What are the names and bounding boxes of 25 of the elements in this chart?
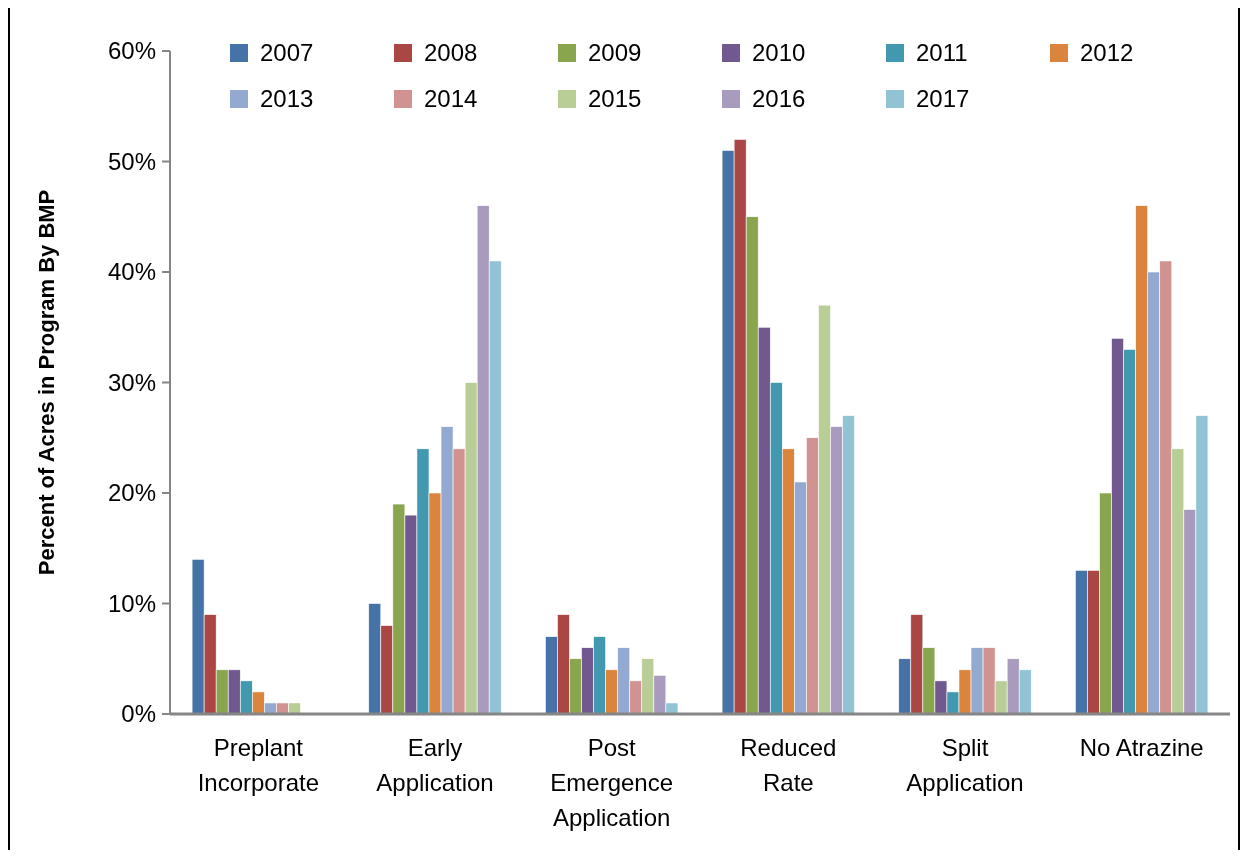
legend-label: 2012 <box>1080 39 1134 67</box>
x-tick-label: Split Application <box>906 734 1024 796</box>
x-tick-label: Early Application <box>376 734 494 796</box>
x-tick-label: Reduced Rate <box>740 734 837 796</box>
legend-label: 2013 <box>260 85 314 113</box>
legend-label: 2014 <box>424 85 478 113</box>
legend-label: 2015 <box>588 85 642 113</box>
y-tick-label: 30% <box>107 368 156 396</box>
legend-label: 2008 <box>424 39 478 67</box>
y-tick-label: 50% <box>107 147 156 175</box>
y-tick-label: 10% <box>107 589 156 617</box>
y-tick-label: 40% <box>107 258 156 286</box>
legend-label: 2011 <box>916 39 968 67</box>
legend-label: 2010 <box>752 39 806 67</box>
x-tick-label: Post Emergence Application <box>550 734 674 831</box>
x-tick-label: Preplant Incorporate <box>197 734 320 796</box>
legend-label: 2007 <box>260 39 314 67</box>
legend-label: 2016 <box>752 85 806 113</box>
y-axis-title: Percent of Acres in Program By BMP <box>34 189 59 576</box>
legend-label: 2017 <box>916 85 970 113</box>
y-tick-label: 20% <box>107 479 156 507</box>
legend-label: 2009 <box>588 39 642 67</box>
y-tick-label: 60% <box>107 37 156 65</box>
y-tick-label: 0% <box>121 700 156 728</box>
x-tick-label: No Atrazine <box>1079 734 1204 761</box>
